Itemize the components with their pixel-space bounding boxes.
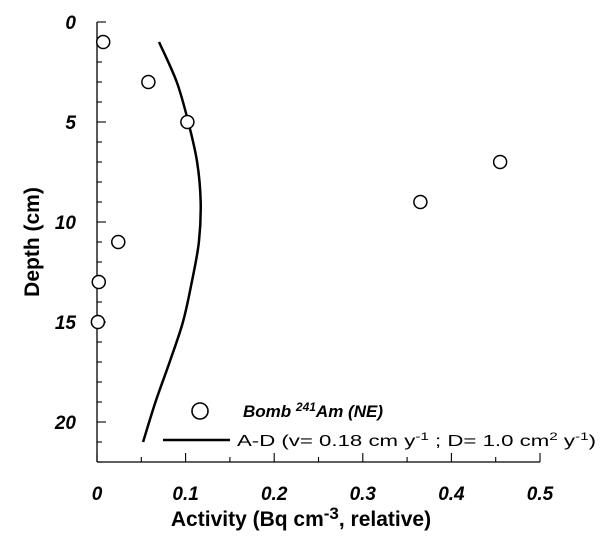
x-tick-label: 0.1: [172, 484, 198, 505]
y-tick-label: 10: [55, 213, 77, 234]
data-point: [91, 274, 107, 290]
y-tick-label: 5: [65, 113, 76, 134]
legend-label-bomb-am: Bomb 241Am (NE): [243, 400, 383, 421]
legend-bomb-post: Am (NE): [315, 402, 383, 421]
legend-marker-circle: [191, 402, 209, 420]
ad-model-curve: [141, 41, 202, 443]
legend-ad-sup-1: -1: [415, 431, 429, 443]
y-tick-label: 20: [54, 413, 77, 434]
x-tick-label: 0.5: [527, 484, 554, 505]
data-point: [180, 114, 195, 130]
data-point: [95, 34, 111, 50]
data-point: [111, 234, 126, 250]
y-axis-ticks: 0 5 10 15 20: [54, 13, 106, 463]
legend-label-ad-model: A-D (v= 0.18 cm y -1 ; D= 1.0 cm 2 y -1): [237, 431, 596, 450]
y-axis-title: Depth (cm): [21, 187, 44, 297]
data-point: [492, 154, 508, 170]
data-point: [141, 74, 156, 90]
legend: Bomb 241Am (NE) A-D (v= 0.18 cm y -1 ; D=…: [163, 400, 596, 450]
legend-ad-part-1: A-D (v= 0.18 cm y: [237, 433, 415, 450]
y-tick-label: 0: [65, 13, 76, 34]
x-axis-title-pre: Activity (Bq cm: [171, 508, 324, 531]
x-tick-label: 0.2: [261, 484, 288, 505]
legend-ad-part-2: ; D= 1.0 cm: [429, 433, 549, 450]
legend-bomb-pre: Bomb: [243, 402, 296, 421]
x-tick-label: 0.4: [438, 484, 465, 505]
data-point: [90, 314, 106, 330]
x-axis-title-sup: -3: [324, 504, 339, 523]
legend-ad-sup-3: -1: [575, 431, 589, 443]
x-tick-label: 0: [92, 484, 103, 505]
x-tick-label: 0.3: [350, 484, 377, 505]
x-axis-title-post: , relative): [339, 508, 431, 531]
legend-ad-part-4: ): [589, 433, 596, 450]
x-axis-title: Activity (Bq cm-3, relative): [171, 504, 431, 531]
legend-ad-part-3: y: [558, 433, 575, 450]
data-point: [413, 194, 428, 210]
ad-model-line-series: [141, 41, 202, 443]
legend-bomb-sup: 241: [295, 400, 316, 414]
bomb-am-scatter-series: [90, 34, 508, 330]
y-tick-label: 15: [55, 313, 77, 334]
axes: [96, 22, 540, 463]
legend-ad-sup-2: 2: [549, 431, 558, 443]
x-axis-ticks: 0 0.1 0.2 0.3 0.4 0.5: [92, 453, 554, 505]
